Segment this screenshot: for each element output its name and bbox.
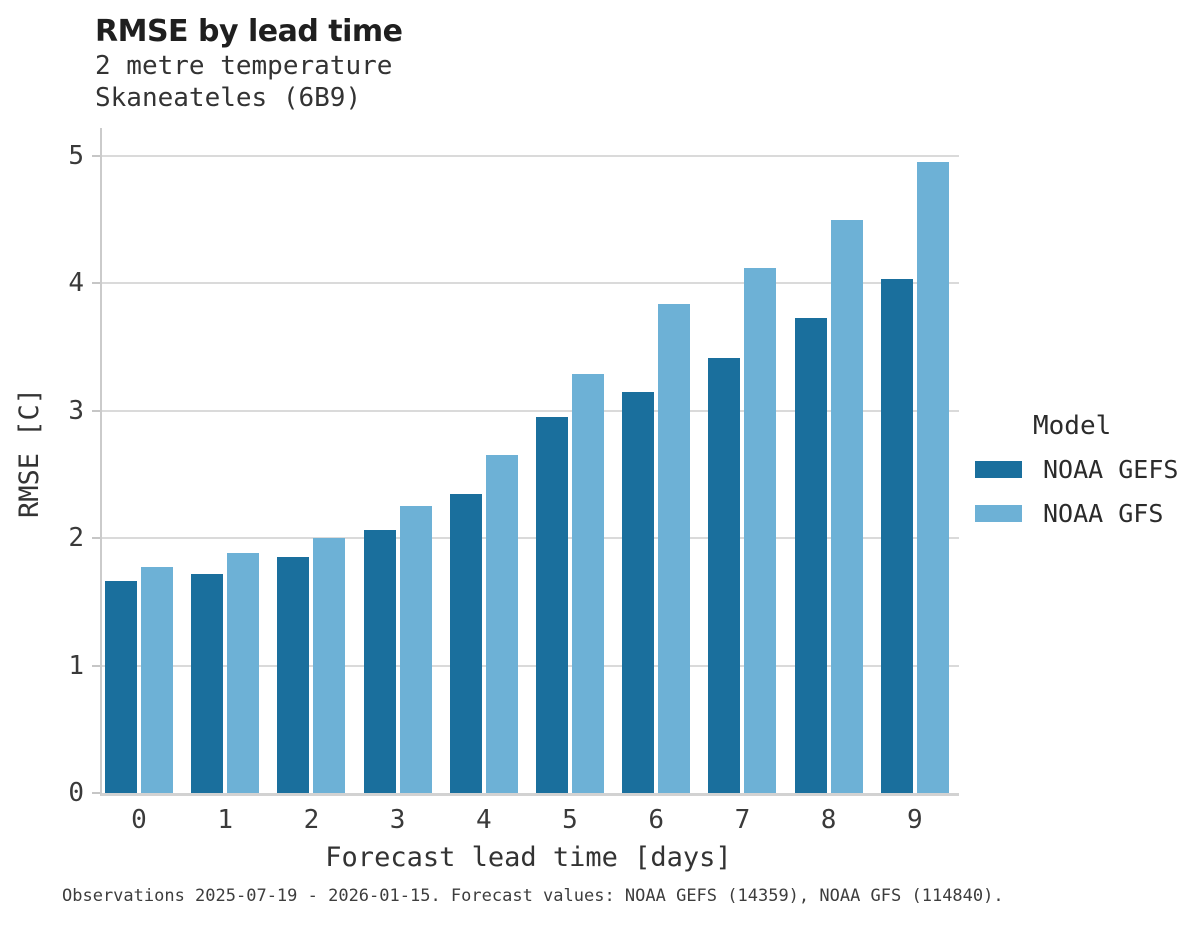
gridline [102,282,959,285]
bar-noaa-gfs-lead-4 [485,455,518,793]
bar-noaa-gfs-lead-6 [658,303,691,793]
x-tick-label: 6 [648,805,665,835]
y-axis-tick [92,664,100,667]
y-axis-tick [92,154,100,157]
x-tick-label: 4 [475,805,492,835]
y-tick-label: 1 [68,650,84,681]
bar-noaa-gfs-lead-0 [141,567,173,793]
bar-noaa-gfs-lead-9 [916,162,949,793]
chart-subtitle-station: Skaneateles (6B9) [95,83,362,113]
footer-caption: Observations 2025-07-19 - 2026-01-15. Fo… [62,886,1004,906]
bar-noaa-gefs-lead-5 [536,417,568,793]
y-axis-tick [92,792,100,794]
legend-swatch-noaa-gefs [975,461,1022,478]
bar-noaa-gfs-lead-2 [313,538,346,793]
legend-label-noaa-gfs: NOAA GFS [1043,499,1164,528]
y-tick-label: 3 [68,395,84,426]
gridline [102,664,959,667]
bar-noaa-gefs-lead-2 [277,557,310,793]
bar-noaa-gefs-lead-6 [622,391,655,793]
legend-title: Model [1033,411,1112,441]
gridline [102,154,959,157]
y-axis-tick [92,409,100,412]
x-tick-label: 9 [906,805,923,835]
chart-subtitle-variable: 2 metre temperature [95,51,393,81]
y-tick-label: 5 [68,140,84,171]
bar-noaa-gfs-lead-1 [227,553,260,793]
x-tick-label: 8 [820,805,837,835]
legend-item-noaa-gefs: NOAA GEFS [975,455,1178,484]
y-tick-label: 0 [68,778,84,808]
legend-item-noaa-gfs: NOAA GFS [975,499,1178,528]
gridline [102,537,959,540]
bar-noaa-gfs-lead-8 [830,219,863,793]
gridline [102,409,959,412]
x-axis-title: Forecast lead time [days] [325,842,732,873]
legend-label-noaa-gefs: NOAA GEFS [1043,455,1179,484]
x-tick-label: 3 [389,805,406,835]
chart-header: RMSE by lead time 2 metre temperature Sk… [95,14,403,114]
bar-noaa-gefs-lead-8 [794,317,827,793]
legend-swatch-noaa-gfs [975,505,1022,522]
x-tick-label: 5 [562,805,578,835]
y-tick-label: 4 [68,268,84,299]
y-axis-tick [92,537,100,540]
bar-noaa-gfs-lead-3 [399,506,432,793]
y-tick-label: 2 [68,523,84,554]
bar-noaa-gefs-lead-9 [880,279,913,793]
bar-noaa-gfs-lead-7 [744,267,777,793]
bar-noaa-gefs-lead-7 [708,358,741,793]
legend: Model NOAA GEFS NOAA GFS [975,410,1178,543]
bar-noaa-gefs-lead-1 [191,573,224,793]
bar-noaa-gfs-lead-5 [572,373,604,793]
x-tick-label: 0 [131,805,147,835]
bar-noaa-gefs-lead-4 [449,493,482,793]
x-tick-label: 2 [303,805,320,835]
x-tick-label: 7 [734,805,751,835]
chart-title: RMSE by lead time [95,14,403,49]
x-tick-label: 1 [217,805,234,835]
bar-noaa-gefs-lead-0 [105,581,137,793]
plot-area: 0 1 2 3 4 5 0 1 2 3 4 5 6 7 8 9 [68,128,959,835]
bar-noaa-gefs-lead-3 [363,530,396,793]
y-axis-tick [92,282,100,285]
y-axis-title: RMSE [C] [14,387,45,519]
